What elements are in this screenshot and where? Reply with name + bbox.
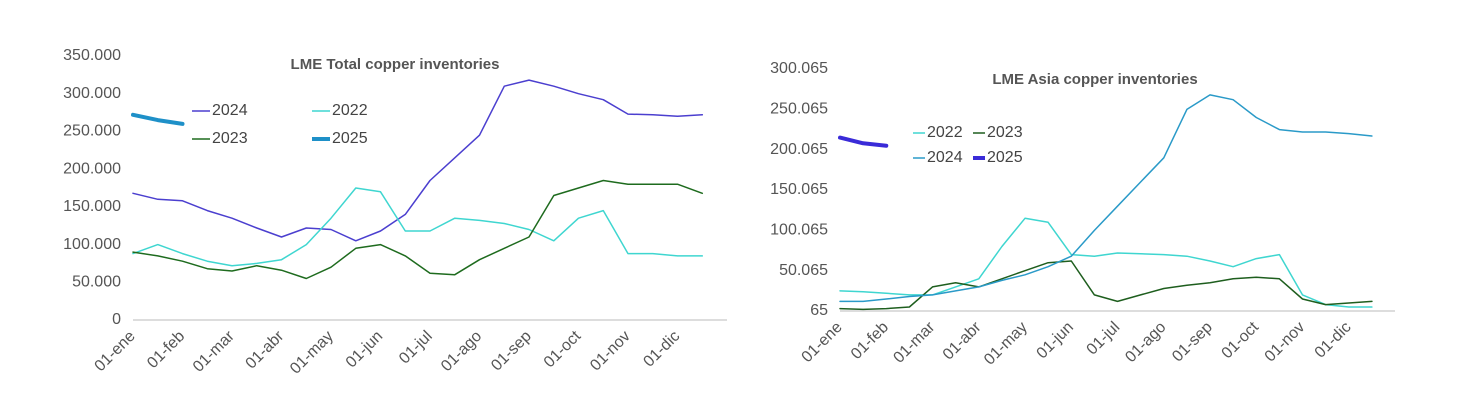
y-tick-label: 50.065 <box>779 262 828 279</box>
y-tick-label: 50.000 <box>72 274 121 291</box>
x-tick-label: 01-nov <box>587 328 634 375</box>
series-line <box>838 135 889 148</box>
y-tick-label: 65 <box>810 302 828 319</box>
x-tick-label: 01-jun <box>1034 319 1077 362</box>
y-tick-label: 150.065 <box>770 181 828 198</box>
x-tick-label: 01-mar <box>890 318 938 366</box>
x-tick-label: 01-abr <box>940 318 985 363</box>
chart-title: LME Total copper inventories <box>291 56 500 73</box>
series-line <box>132 79 704 242</box>
x-tick-label: 01-sep <box>488 328 535 375</box>
series-line <box>839 217 1373 308</box>
x-tick-label: 01-ago <box>1122 319 1169 366</box>
x-tick-label: 01-may <box>287 328 337 378</box>
y-tick-label: 250.065 <box>770 101 828 118</box>
x-tick-label: 01-abr <box>243 327 288 372</box>
series-line <box>131 112 185 126</box>
legend-label: 2023 <box>987 124 1023 141</box>
x-tick-label: 01-jun <box>343 328 386 371</box>
y-tick-label: 100.000 <box>63 236 121 253</box>
x-tick-label: 01-nov <box>1262 319 1309 366</box>
series-line <box>132 179 704 280</box>
legend-label: 2024 <box>927 149 963 166</box>
x-tick-label: 01-jul <box>1084 319 1124 359</box>
y-tick-label: 150.000 <box>63 198 121 215</box>
x-tick-label: 01-dic <box>1312 319 1355 362</box>
y-tick-label: 200.000 <box>63 160 121 177</box>
y-tick-label: 200.065 <box>770 141 828 158</box>
series-line <box>132 187 704 267</box>
x-tick-label: 01-ene <box>799 319 846 366</box>
x-tick-label: 01-feb <box>848 319 892 363</box>
x-tick-label: 01-jul <box>396 328 436 368</box>
x-tick-label: 01-ene <box>92 328 139 375</box>
legend-label: 2025 <box>987 149 1023 166</box>
series-line <box>839 94 1373 303</box>
x-tick-label: 01-mar <box>190 327 238 375</box>
y-tick-label: 300.000 <box>63 85 121 102</box>
chart-title: LME Asia copper inventories <box>992 71 1197 88</box>
x-tick-label: 01-may <box>981 319 1031 369</box>
legend-label: 2023 <box>212 130 248 147</box>
x-tick-label: 01-dic <box>640 328 683 371</box>
y-tick-label: 350.000 <box>63 47 121 64</box>
legend-label: 2022 <box>927 124 963 141</box>
x-tick-label: 01-oct <box>1219 318 1263 362</box>
legend-label: 2025 <box>332 130 368 147</box>
series-line <box>839 260 1373 311</box>
legend-label: 2022 <box>332 102 368 119</box>
x-tick-label: 01-feb <box>144 328 188 372</box>
y-tick-label: 0 <box>112 311 121 328</box>
x-tick-label: 01-oct <box>541 327 585 371</box>
y-tick-label: 250.000 <box>63 123 121 140</box>
x-tick-label: 01-ago <box>438 328 485 375</box>
y-tick-label: 100.065 <box>770 222 828 239</box>
y-tick-label: 300.065 <box>770 60 828 77</box>
x-tick-label: 01-sep <box>1169 319 1216 366</box>
legend-label: 2024 <box>212 102 248 119</box>
